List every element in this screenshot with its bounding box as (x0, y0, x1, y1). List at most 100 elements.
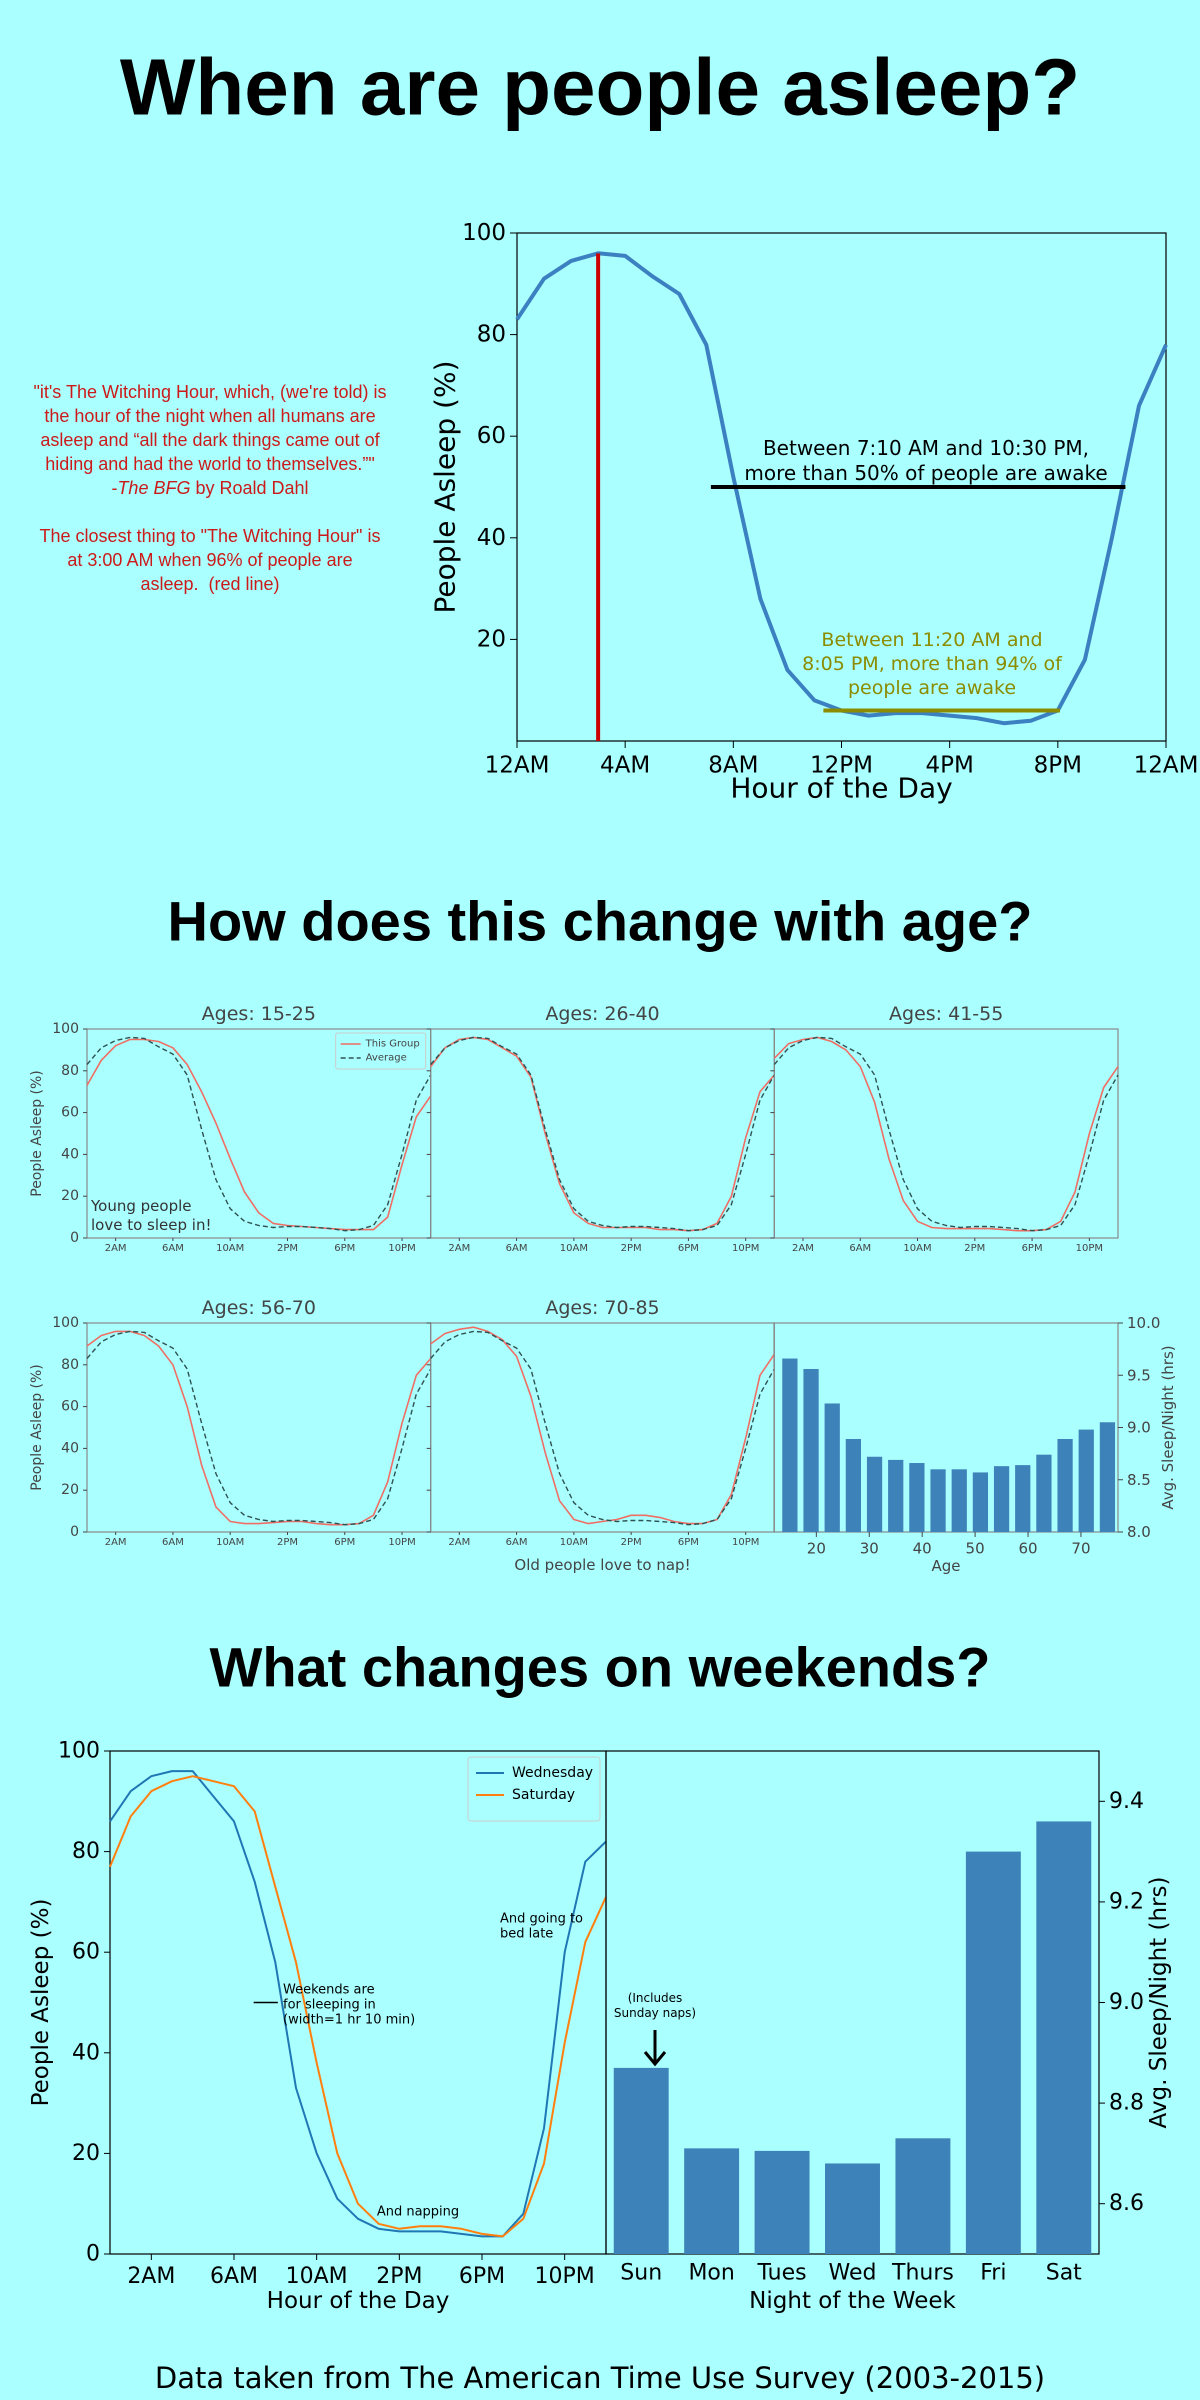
quote-line: the hour of the night when all humans ar… (44, 406, 376, 426)
x-tick-label: 10AM (903, 1243, 931, 1254)
bar (888, 1459, 904, 1532)
x-tick-label: 8AM (708, 752, 758, 778)
panel-title: Ages: 26-40 (545, 1003, 659, 1025)
x-tick-label: 6AM (506, 1537, 528, 1548)
annotation: Between 11:20 AM and (821, 629, 1042, 651)
panel-title: Ages: 70-85 (545, 1297, 659, 1319)
x-tick-label: 2PM (277, 1243, 298, 1254)
bar (825, 2163, 880, 2254)
average-line (430, 1330, 775, 1526)
annotation: people are awake (848, 677, 1016, 699)
y-tick-label: 20 (477, 626, 506, 652)
quote-note: asleep. (red line) (140, 574, 280, 594)
bar (1099, 1422, 1116, 1532)
annotation: Sunday naps) (614, 2006, 696, 2020)
y-tick-label: 9.2 (1109, 1889, 1144, 1914)
x-tick-label: 2AM (127, 2264, 175, 2289)
x-tick-label: 2AM (448, 1537, 470, 1548)
annotation: love to sleep in! (91, 1216, 211, 1234)
arrow (643, 2030, 667, 2067)
bar (930, 1469, 946, 1532)
x-tick-label: 6PM (678, 1243, 699, 1254)
x-tick-label: 12AM (1134, 752, 1199, 778)
x-tick-label: 2PM (621, 1243, 642, 1254)
series-line (109, 1775, 607, 2238)
dash: - (111, 478, 118, 498)
attribution: -The BFG by Roald Dahl (0, 476, 420, 500)
x-tick-label: 60 (1018, 1539, 1037, 1557)
x-tick-label: 10AM (560, 1537, 588, 1548)
x-tick-label: 10PM (535, 2264, 595, 2289)
x-tick-label: 10PM (388, 1243, 415, 1254)
series-line (773, 1036, 1119, 1232)
x-tick-label: 2AM (448, 1243, 470, 1254)
axis-label: Avg. Sleep/Night (hrs) (1146, 1877, 1172, 2129)
x-tick-label: 2AM (792, 1243, 814, 1254)
bar (972, 1472, 989, 1532)
axis-label: People Asleep (%) (29, 1070, 45, 1197)
x-tick-label: 10AM (216, 1537, 244, 1548)
annotation: more than 50% of people are awake (744, 461, 1107, 485)
y-tick-label: 9.5 (1127, 1366, 1151, 1384)
y-tick-label: 80 (72, 1839, 100, 1864)
heading: When are people asleep? (120, 43, 1080, 132)
x-tick-label: Thurs (891, 2261, 954, 2286)
quote-line: asleep and “all the dark things came out… (40, 430, 380, 450)
y-tick-label: 9.0 (1109, 1990, 1144, 2015)
x-tick-label: 10AM (560, 1243, 588, 1254)
x-tick-label: 6PM (334, 1243, 355, 1254)
bar (845, 1438, 862, 1532)
series-line (430, 1326, 775, 1525)
x-tick-label: 6PM (459, 2264, 505, 2289)
x-tick-label: 6AM (210, 2264, 258, 2289)
y-tick-label: 8.5 (1127, 1471, 1151, 1489)
bar (909, 1463, 925, 1532)
series-line (86, 1330, 432, 1526)
bar (803, 1368, 819, 1532)
x-tick-label: 6AM (506, 1243, 528, 1254)
x-tick-label: 6AM (849, 1243, 871, 1254)
bar (1036, 1821, 1092, 2254)
book-title: The BFG (117, 478, 191, 498)
axis-label: People Asleep (%) (429, 360, 462, 613)
x-tick-label: 2AM (105, 1243, 127, 1254)
y-tick-label: 9.0 (1127, 1419, 1151, 1437)
y-tick-label: 0 (86, 2242, 100, 2267)
x-tick-label: 2AM (105, 1537, 127, 1548)
legend-label: Average (366, 1053, 407, 1064)
x-tick-label: 50 (966, 1539, 985, 1557)
x-tick-label: 4AM (600, 752, 650, 778)
y-tick-label: 60 (61, 1105, 79, 1121)
quote-note: The closest thing to "The Witching Hour"… (39, 526, 381, 546)
y-tick-label: 80 (477, 322, 506, 348)
axis-label: People Asleep (%) (29, 1364, 45, 1491)
x-tick-label: Wed (829, 2261, 877, 2286)
panel-title: Ages: 56-70 (202, 1297, 316, 1319)
y-tick-label: 80 (61, 1063, 79, 1079)
author: by Roald Dahl (190, 478, 309, 498)
y-tick-label: 60 (72, 1940, 100, 1965)
x-tick-label: 2PM (277, 1537, 298, 1548)
annotation: (Includes (628, 1991, 683, 2005)
axes-frame (773, 1028, 1119, 1239)
x-tick-label: 70 (1071, 1539, 1090, 1557)
legend-label: Saturday (512, 1787, 575, 1803)
bar (754, 2150, 810, 2254)
y-tick-label: 100 (58, 1739, 100, 1764)
annotation: bed late (500, 1927, 553, 1942)
average-line (86, 1036, 432, 1232)
panel-title: Ages: 41-55 (889, 1003, 1003, 1025)
average-line (86, 1330, 432, 1526)
x-tick-label: 6PM (678, 1537, 699, 1548)
y-tick-label: 100 (462, 220, 506, 246)
bar (965, 1851, 1021, 2254)
axis-label: Avg. Sleep/Night (hrs) (1159, 1345, 1177, 1509)
quote-line: hiding and had the world to themselves.”… (45, 454, 375, 474)
y-tick-label: 100 (52, 1315, 79, 1331)
average-line (430, 1036, 775, 1232)
axis-label: Age (931, 1557, 960, 1575)
axes-frame (430, 1028, 775, 1239)
average-line (773, 1036, 1119, 1232)
